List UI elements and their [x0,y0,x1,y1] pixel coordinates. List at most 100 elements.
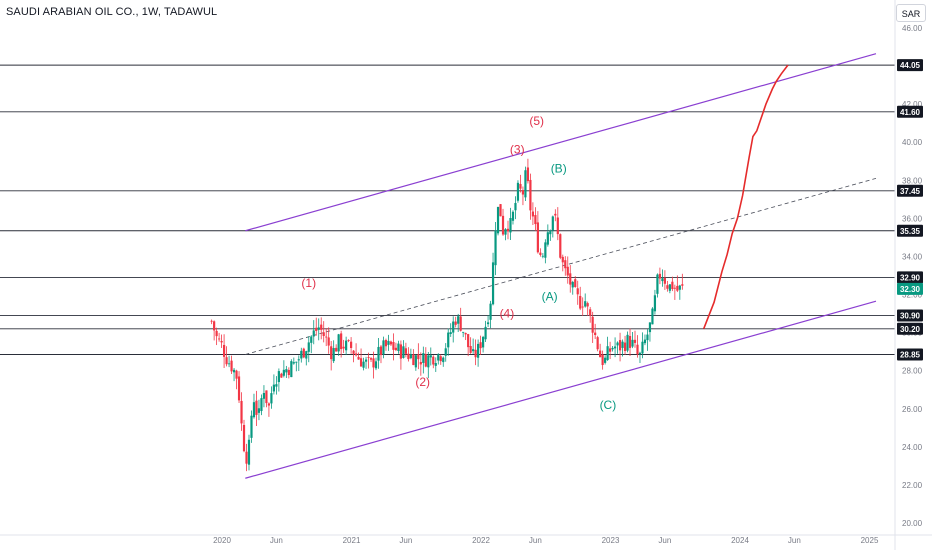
candle-body [367,357,370,358]
candle-body [359,358,363,367]
candle-body [581,306,584,308]
candle-body [566,266,569,276]
currency-button[interactable]: SAR [896,4,926,22]
projection-path [702,64,789,330]
candle-body [571,281,574,288]
candle-body [322,332,325,337]
y-tick-label: 34.00 [902,252,923,261]
candle-body [320,324,323,330]
candlesticks [210,158,684,472]
candle-body [524,170,527,198]
candle-body [633,339,637,343]
channel-lower-line[interactable] [245,300,877,479]
candle-body [574,279,577,288]
candle-body [277,371,280,383]
level-tag-label: 37.45 [900,187,921,196]
level-tag [897,224,923,237]
candle-body [342,346,345,349]
candle-body [347,340,350,342]
candle-body [257,408,261,413]
candle-body [474,349,477,358]
candle-body [506,228,510,232]
candle-body [561,256,564,263]
candle-body [335,347,338,352]
level-tag [897,105,923,118]
candle-body [374,361,378,369]
candle-body [337,334,340,352]
candle-body [220,340,223,343]
time-axis[interactable]: 2020 Jun 2021 Jun 2022 Jun 2023 Jun 2024 Jun 2025 [0,534,932,545]
level-tag-label: 41.60 [900,108,921,117]
candle-body [681,284,684,286]
candle-body [516,182,520,201]
candle-body [350,341,353,348]
candle-body [444,348,447,356]
candle-body [477,343,480,358]
candle-body [576,288,579,295]
candle-body [472,349,475,352]
candle-body [215,330,218,337]
wave-label: (3) [510,143,525,157]
candle-body [534,215,537,225]
candle-body [638,352,642,355]
candle-body [302,348,305,358]
candle-body [340,333,343,350]
y-tick-label: 24.00 [902,443,923,452]
candle-body [509,218,512,233]
candle-body [437,354,440,361]
candle-body [481,336,485,348]
candle-body [272,384,275,392]
candle-body [499,204,502,217]
candle-body [641,341,644,354]
candle-body [489,303,492,320]
candle-body [526,167,530,182]
candle-body [297,359,300,361]
candle-body [235,370,238,379]
candle-body [357,356,360,360]
candle-body [332,348,335,362]
candle-body [260,398,263,411]
y-tick-label: 40.00 [902,138,923,147]
candle-body [397,343,400,351]
candle-body [564,260,567,269]
candle-body [464,332,467,335]
candle-body [352,350,355,354]
candle-body [222,344,226,357]
candle-body [484,326,487,340]
candle-body [325,336,328,338]
candle-body [267,403,271,406]
candle-body [387,340,390,345]
y-tick-label: 26.00 [902,405,923,414]
candle-body [230,360,233,372]
wave-label: (4) [500,306,515,320]
candle-body [327,337,330,346]
channel-upper-line[interactable] [245,53,877,232]
candle-body [643,339,647,344]
candle-body [496,206,500,234]
level-tag-label: 32.90 [900,273,921,282]
candle-body [414,355,417,368]
candle-body [479,342,482,349]
y-tick-label: 32.00 [902,291,923,300]
x-tick-label: Jun [658,536,671,545]
candle-body [407,353,410,360]
candle-body [292,362,295,364]
candle-body [556,217,559,235]
level-tag [897,309,923,322]
price-axis[interactable]: 20.0022.0024.0026.0028.0030.0032.0034.00… [894,0,923,550]
candle-body [432,356,435,365]
wave-label: (C) [600,398,617,412]
candle-body [648,322,652,333]
candle-body [252,402,256,418]
x-tick-label: Jun [270,536,283,545]
candle-body [237,376,241,401]
candle-body [616,342,619,346]
y-tick-label: 20.00 [902,519,923,528]
candle-body [671,281,674,290]
candle-body [584,301,587,307]
candle-body [486,322,490,325]
projection-curve[interactable] [702,64,789,330]
x-tick-label: Jun [399,536,412,545]
candle-body [661,278,664,282]
